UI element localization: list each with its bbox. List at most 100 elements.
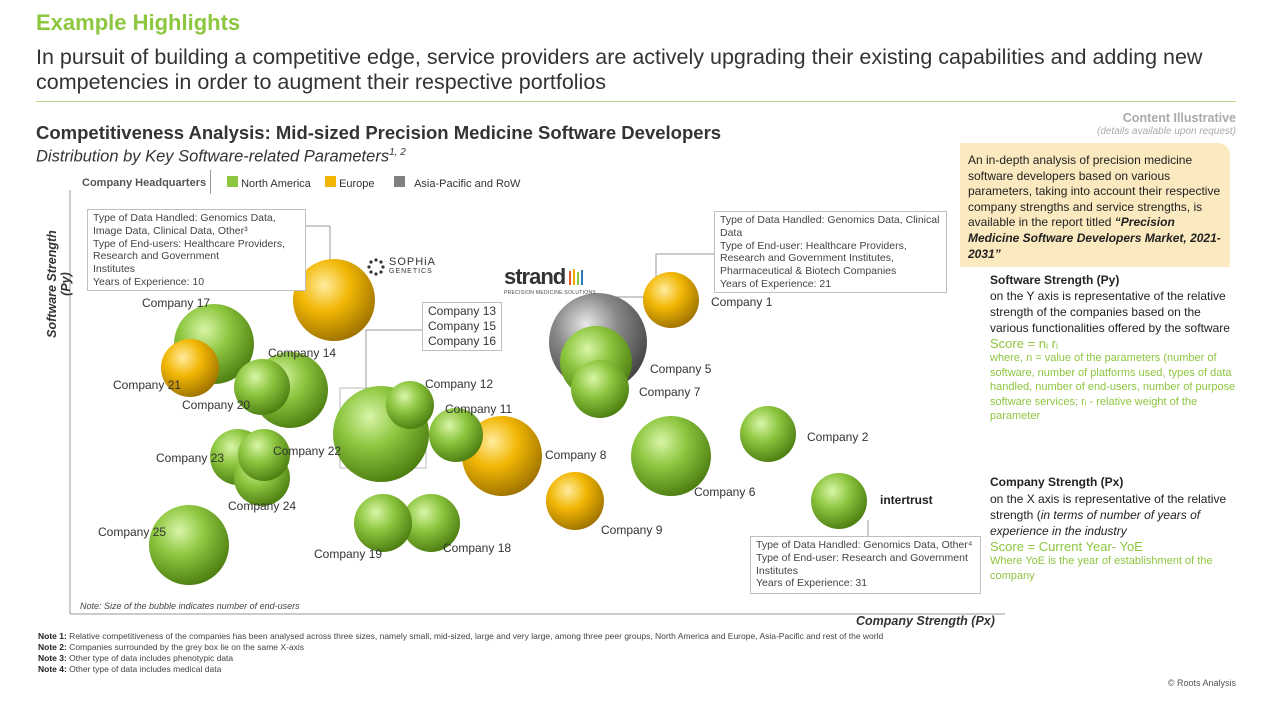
infobox-line: Type of End-user: Research and Governmen… (756, 551, 968, 564)
strand-logo-tagline: PRECISION MEDICINE SOLUTIONS (504, 290, 597, 296)
connector-sophia (306, 225, 331, 262)
software-strength-panel: Software Strength (Py) on the Y axis is … (990, 273, 1240, 424)
note-2: Note 2: Companies surrounded by the grey… (38, 642, 304, 652)
intertrust-logo: intertrust (880, 493, 933, 507)
company-strength-heading: Company Strength (Px) (990, 475, 1124, 489)
content-illustrative-label: Content Illustrative (1122, 111, 1236, 125)
infobox-line: Years of Experience: 10 (93, 275, 205, 288)
chart-subtitle: Distribution by Key Software-related Par… (36, 147, 406, 167)
note-label: Note 3: (38, 653, 67, 663)
software-strength-heading: Software Strength (Py) (990, 273, 1120, 287)
sophia-logo-line2: GENETICS (389, 268, 433, 275)
label-company-24: Company 24 (228, 499, 296, 513)
infobox-line: Type of Data Handled: Genomics Data, Cli… (720, 214, 940, 226)
bubble-company-11 (429, 408, 483, 462)
label-company-6: Company 6 (694, 485, 756, 499)
note-text: Relative competitiveness of the companie… (66, 631, 884, 641)
note-text: Companies surrounded by the grey box lie… (66, 642, 304, 652)
infobox-line: Type of End-user: Healthcare Providers, (720, 239, 907, 252)
bubble-company-1 (643, 272, 699, 328)
group-company-box: Company 13 Company 15 Company 16 (422, 302, 503, 351)
infobox-line: Research and Government (93, 250, 220, 263)
label-company-18: Company 18 (443, 541, 511, 555)
infobox-line: Years of Experience: 31 (756, 577, 868, 590)
sophia-infobox: Type of Data Handled: Genomics Data, Ima… (87, 209, 306, 291)
bubble-company-7 (571, 360, 629, 418)
chart-note: Note: Size of the bubble indicates numbe… (80, 601, 300, 611)
bubble-company-6 (631, 416, 711, 496)
legend-title-box (74, 170, 211, 194)
bubble-intertrust (811, 473, 867, 529)
strand-logo-mark (569, 269, 584, 285)
sophia-logo-mark (367, 258, 385, 276)
company-score-formula: Score = Current Year- YoE (990, 539, 1143, 554)
legend-label: Asia-Pacific and RoW (414, 178, 521, 190)
infobox-line: Image Data, Clinical Data, Other³ (93, 224, 248, 237)
y-axis-label: Software Strength (Py) (45, 230, 73, 338)
note-label: Note 2: (38, 642, 67, 652)
callout-report-title: “Precision Medicine Software Developers … (968, 215, 1221, 261)
label-company-8: Company 8 (545, 448, 607, 462)
intertrust-infobox: Type of Data Handled: Genomics Data, Oth… (750, 536, 981, 594)
label-company-12: Company 12 (425, 377, 493, 391)
label-company-20: Company 20 (182, 398, 250, 412)
infobox-line: Data (720, 226, 743, 239)
label-company-25: Company 25 (98, 525, 166, 539)
bubbles-layer (149, 259, 867, 585)
legend-item-europe: Europe (325, 176, 375, 190)
callout-text: An in-depth analysis of precision medici… (968, 153, 1221, 230)
content-illustrative-sub: (details available upon request) (1097, 126, 1236, 137)
sophia-logo-line1: SOPHiA (389, 256, 436, 268)
label-company-21: Company 21 (113, 378, 181, 392)
bubble-company-20 (234, 359, 290, 415)
software-strength-text: on the Y axis is representative of the r… (990, 289, 1230, 335)
note-label: Note 1: (38, 631, 67, 641)
software-score-formula: Score = nᵢ rᵢ (990, 336, 1059, 351)
label-company-1: Company 1 (711, 295, 773, 309)
highlight-title: Example Highlights (36, 10, 241, 35)
bubble-company-19 (354, 494, 412, 552)
infobox-line: Pharmaceutical & Biotech Companies (720, 265, 897, 278)
bubble-company-18 (402, 494, 460, 552)
chart-title: Competitiveness Analysis: Mid-sized Prec… (36, 122, 722, 143)
infobox-line: Institutes (756, 564, 799, 577)
note-label: Note 4: (38, 664, 67, 674)
company-strength-panel: Company Strength (Px) on the X axis is r… (990, 475, 1240, 583)
label-company-19: Company 19 (314, 547, 382, 561)
company-score-where: Where YoE is the year of establishment o… (990, 555, 1213, 582)
label-company-9: Company 9 (601, 523, 663, 537)
legend-swatch-green (227, 176, 238, 187)
label-company-2: Company 2 (807, 430, 869, 444)
connector-strand (590, 253, 714, 298)
bubble-company-9 (546, 472, 604, 530)
infobox-line: Research and Government Institutes, (720, 252, 894, 265)
bubble-company-25 (149, 505, 229, 585)
note-1: Note 1: Relative competitiveness of the … (38, 631, 883, 641)
strand-logo-text: strand (504, 264, 566, 289)
infobox-line: Type of Data Handled: Genomics Data, Oth… (756, 539, 973, 551)
label-company-11: Company 11 (445, 402, 512, 416)
x-axis-label: Company Strength (Px) (856, 614, 995, 628)
company-strength-text-italic: in terms of number of years of experienc… (990, 508, 1201, 538)
bubble-company-12 (386, 381, 434, 429)
bubble-sophia-genetics (293, 259, 375, 341)
label-company-17: Company 17 (142, 296, 210, 310)
connector-group (365, 329, 424, 410)
label-company-22: Company 22 (273, 444, 341, 458)
label-company-23: Company 23 (156, 451, 224, 465)
strand-logo: strand PRECISION MEDICINE SOLUTIONS (504, 264, 596, 296)
legend-swatch-grey (394, 176, 405, 187)
company-strength-text-1: on the X axis is representative of the r… (990, 492, 1227, 522)
infobox-line: Years of Experience: 21 (720, 277, 832, 290)
label-company-7: Company 7 (639, 385, 701, 399)
sophia-genetics-logo: SOPHiA GENETICS (366, 257, 436, 277)
group-company-label: Company 13 (428, 304, 497, 318)
bubble-company-21 (161, 339, 219, 397)
note-text: Other type of data includes phenotypic d… (66, 653, 234, 663)
strand-infobox: Type of Data Handled: Genomics Data, Cli… (714, 211, 947, 293)
infobox-line: Type of End-users: Healthcare Providers, (93, 237, 286, 250)
legend-title: Company Headquarters (82, 177, 207, 189)
report-callout: An in-depth analysis of precision medici… (960, 143, 1230, 267)
note-3: Note 3: Other type of data includes phen… (38, 653, 233, 663)
